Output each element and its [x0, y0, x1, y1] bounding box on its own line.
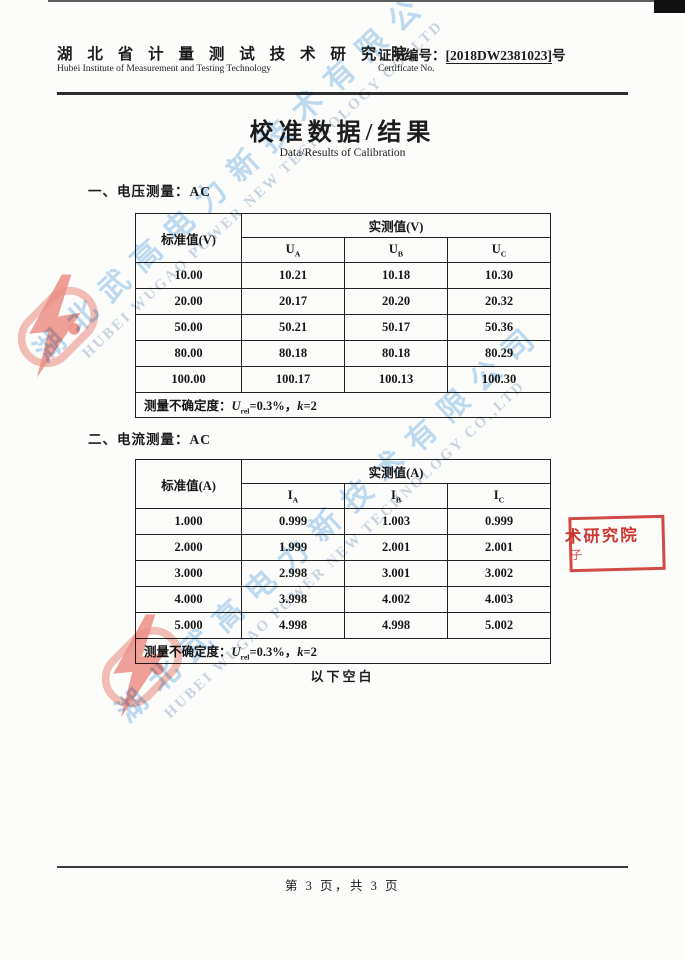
table-row: 20.00 20.17 20.20 20.32 [135, 288, 552, 315]
scan-artifact-top-edge [48, 0, 685, 2]
certificate-number-suffix: 号 [552, 48, 566, 63]
footer-rule [57, 866, 628, 868]
table-row: 5.000 4.998 4.998 5.002 [135, 612, 552, 639]
current-table: 标准值(A) 实测值(A) IA IB IC 1.000 0.999 1.003 0.… [134, 459, 552, 664]
institute-name-cn: 湖 北 省 计 量 测 试 技 术 研 究 院 [57, 46, 413, 63]
voltage-col-ua: UA [241, 237, 345, 263]
certificate-number-value: [2018DW2381023] [445, 48, 552, 64]
uncertainty-row: 测量不确定度：Urel=0.3%，k=2 [134, 638, 552, 664]
current-col-ic: IC [446, 483, 552, 509]
red-official-stamp: 术研究院 子 [565, 514, 666, 573]
stamp-text: 术研究院 [564, 525, 640, 547]
current-measured-header: 实测值(A) [240, 459, 552, 484]
table-row: 2.000 1.999 2.001 2.001 [135, 534, 552, 561]
page-title-cn: 校准数据/结果 [249, 120, 436, 146]
scan-artifact-corner [654, 0, 685, 13]
voltage-table: 标准值(V) 实测值(V) UA UB UC 10.00 10.21 10.18 10… [134, 213, 552, 418]
voltage-col-uc: UC [446, 237, 552, 263]
voltage-col-ub: UB [344, 237, 448, 263]
page-number: 第 3 页，共 3 页 [284, 879, 400, 893]
table-row: 10.00 10.21 10.18 10.30 [135, 262, 552, 289]
stamp-partial-text: 子 [570, 547, 583, 563]
certificate-number-label: 证书编号： [378, 48, 446, 63]
current-col-ib: IB [344, 483, 448, 509]
section-current-label: 二、电流测量：AC [88, 432, 211, 447]
header-rule [57, 92, 628, 95]
voltage-measured-header: 实测值(V) [240, 213, 552, 238]
lightning-chain-logo-icon [14, 274, 100, 385]
table-row: 1.000 0.999 1.003 0.999 [135, 508, 552, 535]
page-title-en: Data/Results of Calibration [279, 147, 406, 159]
table-row: 50.00 50.21 50.17 50.36 [135, 314, 552, 341]
section-voltage-label: 一、电压测量：AC [88, 184, 211, 199]
current-col-ia: IA [241, 483, 345, 509]
table-row: 3.000 2.998 3.001 3.002 [135, 560, 552, 587]
voltage-standard-header: 标准值(V) [135, 213, 242, 263]
table-row: 100.00 100.17 100.13 100.30 [135, 366, 552, 393]
uncertainty-row: 测量不确定度：Urel=0.3%，k=2 [134, 392, 552, 418]
certificate-number-line: 证书编号：[2018DW2381023]号 [378, 44, 566, 64]
institute-name-en: Hubei Institute of Measurement and Testi… [57, 64, 272, 74]
table-row: 80.00 80.18 80.18 80.29 [135, 340, 552, 367]
certificate-number-label-en: Certificate No. [378, 64, 435, 74]
below-blank-note: 以下空白 [310, 669, 375, 684]
current-standard-header: 标准值(A) [135, 459, 242, 509]
table-row: 4.000 3.998 4.002 4.003 [135, 586, 552, 613]
